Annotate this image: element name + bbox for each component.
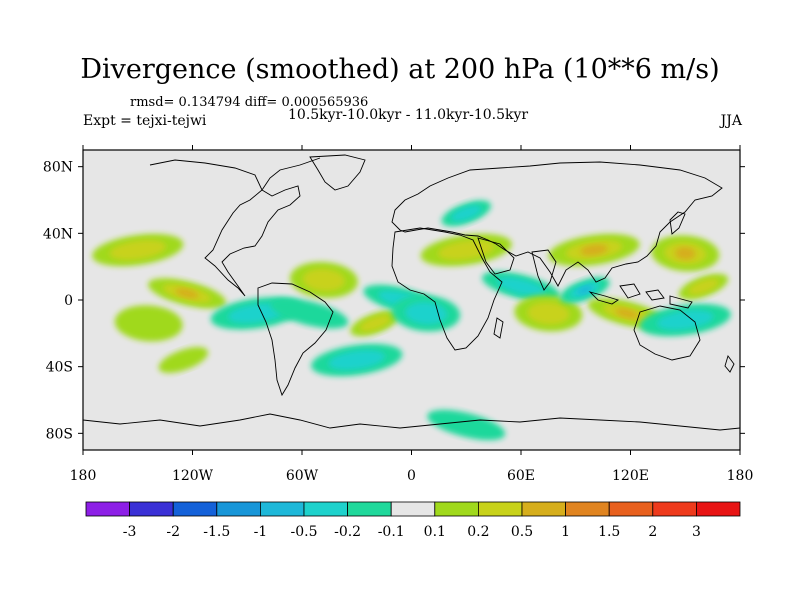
colorbar-label: -0.5 — [291, 524, 318, 540]
season-label: JJA — [720, 113, 742, 129]
colorbar-swatch — [608, 501, 654, 517]
coastlines — [83, 154, 740, 431]
colorbar-swatch — [565, 501, 610, 517]
anomaly-region — [678, 273, 729, 300]
anomaly-region — [92, 233, 184, 267]
anomaly-region — [350, 310, 400, 337]
anomaly-region — [311, 343, 403, 377]
colorbar-swatch — [521, 501, 566, 517]
colorbar-swatch — [259, 501, 305, 517]
axes: 180 120W 60W 0 60E 120E 180 80N 40N 0 40S 80S — [43, 145, 753, 484]
x-tick-label: 60E — [507, 468, 535, 484]
colorbar-swatch — [477, 501, 523, 517]
y-tick-label: 0 — [64, 293, 73, 309]
colorbar-swatch — [347, 501, 392, 517]
colorbar-swatch — [172, 501, 218, 517]
anomaly-region — [158, 347, 209, 373]
colorbar-label: 0.2 — [467, 524, 489, 540]
x-tick-label: 120W — [172, 468, 214, 484]
anomaly-region — [639, 303, 731, 337]
colorbar-label: -3 — [123, 524, 137, 540]
colorbar-label: -0.1 — [378, 524, 405, 540]
colorbar: -3 -2 -1.5 -1 -0.5 -0.2 -0.1 0.1 0.2 0.5 1 1.5 2 3 — [85, 501, 741, 540]
x-tick-label: 0 — [407, 468, 416, 484]
anomaly-region — [441, 200, 491, 227]
colorbar-label: 2 — [648, 524, 657, 540]
colorbar-label: 0.5 — [511, 524, 533, 540]
colorbar-swatch — [85, 501, 130, 517]
colorbar-label: 0.1 — [424, 524, 446, 540]
colorbar-swatch — [129, 501, 174, 517]
anomaly-region — [289, 261, 358, 299]
contour-fields — [92, 200, 731, 441]
anomaly-region — [651, 235, 720, 272]
colorbar-swatch — [216, 501, 261, 517]
x-tick-label: 120E — [612, 468, 649, 484]
anomaly-region — [482, 271, 560, 302]
experiment-label: Expt = tejxi-tejwi — [83, 113, 207, 129]
x-tick-label: 180 — [727, 468, 754, 484]
colorbar-swatch — [434, 501, 479, 517]
colorbar-swatch — [652, 501, 697, 517]
colorbar-label: 1 — [561, 524, 570, 540]
colorbar-label: -1.5 — [203, 524, 230, 540]
x-tick-label: 60W — [286, 468, 319, 484]
y-tick-label: 80S — [46, 426, 73, 442]
colorbar-label: -0.2 — [334, 524, 361, 540]
colorbar-label: 1.5 — [598, 524, 620, 540]
chart-title: Divergence (smoothed) at 200 hPa (10**6 … — [80, 54, 720, 85]
y-tick-label: 40S — [46, 360, 73, 376]
y-tick-label: 40N — [43, 226, 73, 242]
anomaly-region — [114, 305, 183, 342]
x-tick-label: 180 — [70, 468, 97, 484]
stats-label: rmsd= 0.134794 diff= 0.000565936 — [130, 95, 369, 110]
anomaly-region — [560, 277, 610, 303]
colorbar-label: -1 — [254, 524, 268, 540]
anomaly-region — [548, 233, 640, 267]
colorbar-swatch — [390, 501, 436, 517]
anomaly-region — [270, 298, 349, 329]
colorbar-label: 3 — [692, 524, 701, 540]
anomaly-region — [514, 295, 583, 332]
colorbar-label: -2 — [166, 524, 180, 540]
y-tick-label: 80N — [43, 160, 73, 176]
colorbar-swatch — [696, 501, 741, 517]
anomaly-region — [148, 278, 226, 309]
period-label: 10.5kyr-10.0kyr - 11.0kyr-10.5kyr — [288, 107, 529, 123]
colorbar-swatch — [303, 501, 348, 517]
anomaly-region — [427, 409, 506, 441]
